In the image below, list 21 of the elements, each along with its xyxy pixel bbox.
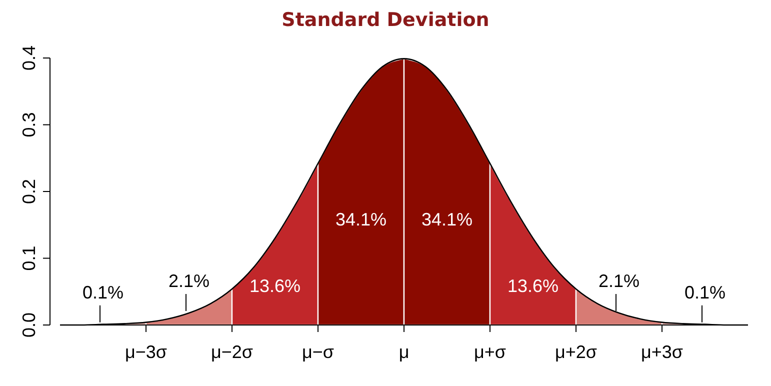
chart-title: Standard Deviation xyxy=(282,9,490,31)
x-tick-label: μ−2σ xyxy=(210,342,254,362)
annotation: 13.6% xyxy=(507,276,559,296)
x-tick-label: μ+σ xyxy=(474,342,506,362)
annotation: 34.1% xyxy=(421,209,473,230)
y-tick-label: 0.3 xyxy=(19,112,39,138)
annotation: 0.1% xyxy=(684,282,726,302)
x-tick-label: μ−3σ xyxy=(124,342,168,362)
y-tick-label: 0.1 xyxy=(19,246,39,271)
y-tick-label: 0.0 xyxy=(19,312,39,338)
annotation: 34.1% xyxy=(335,209,387,230)
annotation: 2.1% xyxy=(168,270,210,291)
annotation: 0.1% xyxy=(82,282,124,302)
annotation: 13.6% xyxy=(249,276,301,296)
y-tick-label: 0.2 xyxy=(19,178,39,204)
x-tick-label: μ+3σ xyxy=(640,342,684,362)
x-tick-label: μ xyxy=(398,342,410,362)
annotation: 2.1% xyxy=(598,270,640,291)
x-tick-label: μ−σ xyxy=(302,342,334,362)
x-tick-label: μ+2σ xyxy=(554,342,598,362)
y-tick-label: 0.4 xyxy=(19,45,39,71)
